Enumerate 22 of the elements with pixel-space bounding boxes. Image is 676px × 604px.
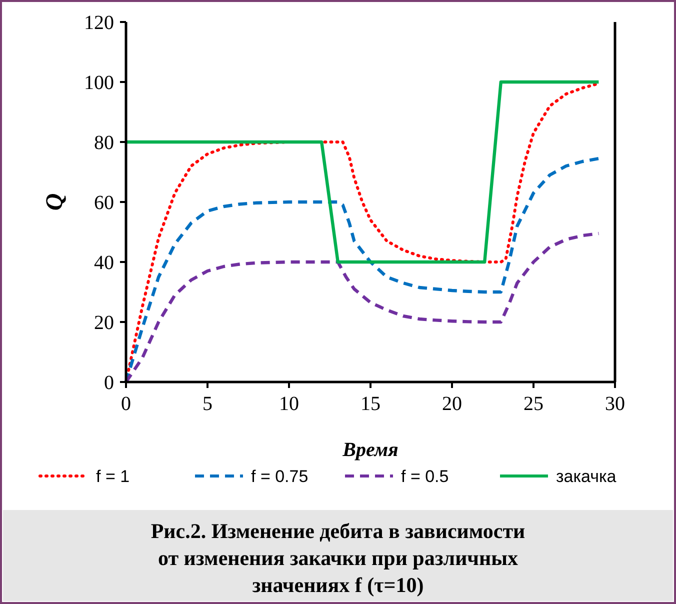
y-tick-label: 80 [94, 132, 114, 154]
y-tick-label: 0 [104, 372, 114, 394]
y-tick-label: 20 [94, 312, 114, 334]
x-tick-label: 0 [121, 393, 131, 415]
x-tick-label: 5 [202, 393, 212, 415]
x-tick-label: 25 [524, 393, 544, 415]
x-tick-label: 15 [360, 393, 380, 415]
line-series [124, 156, 600, 384]
y-tick-label: 60 [94, 192, 114, 214]
y-tick-label: 40 [94, 252, 114, 274]
x-tick-label: 30 [605, 393, 625, 415]
x-tick-label: 10 [279, 393, 299, 415]
legend-label: закачка [556, 466, 617, 486]
x-tick-label: 20 [442, 393, 462, 415]
y-tick-label: 120 [84, 12, 114, 34]
text: Рис.2. Изменение дебита в зависимости от изменения закачки при различных значениях f (τ=10) [150, 519, 526, 597]
legend-label: f = 0.5 [401, 466, 449, 486]
x-axis-title: Время [342, 439, 398, 461]
legend-label: f = 1 [96, 466, 130, 486]
legend-label: f = 0.75 [251, 466, 308, 486]
y-tick-label: 100 [84, 72, 114, 94]
y-axis-title: Q [42, 193, 68, 211]
